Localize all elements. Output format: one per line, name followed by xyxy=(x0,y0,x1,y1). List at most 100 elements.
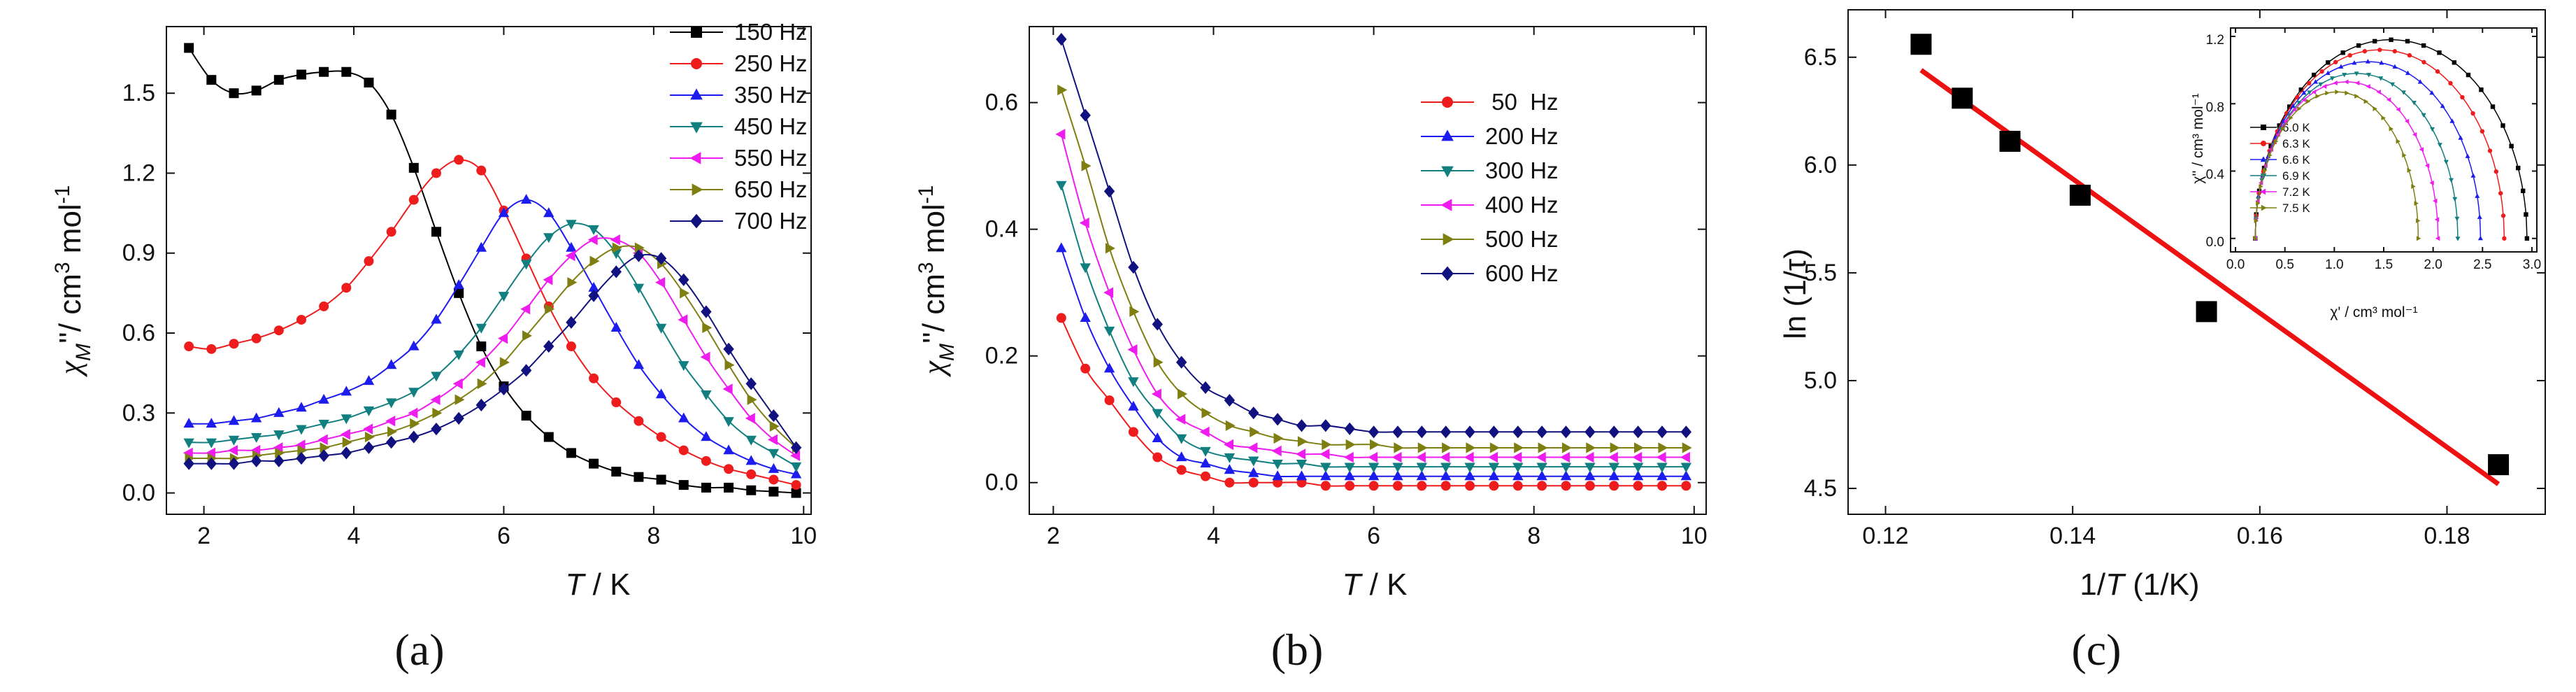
inset-data-point xyxy=(2477,214,2482,219)
a-data-point xyxy=(296,425,307,435)
b-y-axis-label: χM''/ cm3 mol-1 xyxy=(915,185,959,378)
inset-data-point xyxy=(2347,52,2352,58)
a-data-point xyxy=(680,288,690,299)
a-data-point xyxy=(700,351,710,362)
a-data-point xyxy=(183,418,194,428)
b-data-point xyxy=(1175,414,1186,425)
a-data-point xyxy=(341,66,352,77)
b-data-point xyxy=(1656,470,1668,481)
b-legend-label: 50 Hz xyxy=(1485,89,1559,115)
a-data-point xyxy=(633,283,645,294)
b-data-point xyxy=(1464,470,1475,481)
inset-data-point xyxy=(2435,236,2440,241)
a-data-point xyxy=(296,69,306,80)
a-data-point xyxy=(701,305,712,318)
a-y-tick-label: 0.9 xyxy=(122,240,155,267)
a-data-point xyxy=(251,85,262,96)
inset-data-point xyxy=(2326,60,2331,65)
b-data-point xyxy=(1175,355,1187,369)
b-data-point xyxy=(1272,470,1283,481)
a-panel-label: (a) xyxy=(394,625,444,675)
a-data-point xyxy=(678,314,688,325)
b-x-tick-label: 10 xyxy=(1681,523,1708,549)
a-data-point xyxy=(723,417,734,428)
b-y-tick-label: 0.2 xyxy=(985,343,1018,369)
b-data-point xyxy=(1296,419,1308,432)
b-data-point xyxy=(1560,425,1572,439)
a-data-point xyxy=(543,233,554,243)
inset-data-point xyxy=(2479,87,2484,92)
b-data-point xyxy=(1103,362,1115,373)
c-y-tick-label: 6.0 xyxy=(1804,152,1837,178)
a-data-point xyxy=(408,195,419,205)
b-data-point xyxy=(1536,451,1546,463)
b-data-point xyxy=(1680,451,1690,463)
a-data-point xyxy=(655,388,667,399)
a-x-tick-label: 6 xyxy=(497,523,510,549)
inset-data-point xyxy=(2433,198,2438,204)
b-legend-marker xyxy=(1441,166,1454,178)
a-data-point xyxy=(543,274,553,285)
inset-data-point xyxy=(2455,236,2461,241)
c-y-tick-label: 4.5 xyxy=(1804,475,1837,502)
b-data-point xyxy=(1416,470,1428,481)
inset-legend-label: 7.2 K xyxy=(2282,185,2310,199)
inset-data-point xyxy=(2470,173,2476,178)
inset-data-point xyxy=(2253,236,2259,241)
c-y-tick-label: 5.5 xyxy=(1804,260,1837,286)
c-x-tick-label: 0.18 xyxy=(2424,523,2470,549)
inset-data-point xyxy=(2500,213,2506,218)
a-legend-marker xyxy=(690,213,703,229)
a-data-point xyxy=(251,333,262,344)
b-data-point xyxy=(1561,481,1571,491)
b-data-point xyxy=(1127,344,1138,355)
a-data-point xyxy=(520,364,532,377)
inset-data-point xyxy=(2363,99,2369,104)
inset-y-axis-label: χ'' / cm³ mol⁻¹ xyxy=(2190,93,2206,183)
b-data-point xyxy=(1178,388,1188,400)
inset-data-point xyxy=(2477,235,2483,241)
b-x-tick-label: 2 xyxy=(1047,523,1060,549)
a-series-line xyxy=(189,245,797,460)
a-data-point xyxy=(363,441,375,454)
b-data-point xyxy=(1296,449,1306,460)
a-data-point xyxy=(522,330,533,341)
inset-data-point xyxy=(2297,106,2302,111)
b-data-point xyxy=(1417,481,1427,491)
inset-x-tick-label: 2.0 xyxy=(2424,257,2442,272)
b-data-point xyxy=(1464,451,1474,463)
b-data-point xyxy=(1368,481,1379,491)
inset-data-point xyxy=(2414,201,2419,206)
b-data-point xyxy=(1417,442,1428,453)
b-data-point xyxy=(1128,427,1138,437)
a-legend-label: 150 Hz xyxy=(734,19,808,45)
b-data-point xyxy=(1128,260,1139,274)
inset-legend-marker xyxy=(2261,141,2266,146)
b-data-point xyxy=(1610,442,1620,453)
c-panel-label: (c) xyxy=(2071,625,2121,675)
a-data-point xyxy=(566,241,577,252)
c-x-tick-label: 0.16 xyxy=(2237,523,2283,549)
b-series-2 xyxy=(1056,181,1692,473)
a-data-point xyxy=(610,265,622,278)
b-x-tick-label: 6 xyxy=(1367,523,1380,549)
inset-data-point xyxy=(2396,107,2400,113)
b-data-point xyxy=(1392,462,1403,473)
inset-series-line xyxy=(2254,91,2419,239)
inset-data-point xyxy=(2315,93,2320,99)
b-data-point xyxy=(1056,181,1067,191)
a-series-line xyxy=(189,159,796,486)
b-data-point xyxy=(1225,420,1236,431)
a-data-point xyxy=(364,77,374,87)
a-data-point xyxy=(498,292,510,302)
inset-data-point xyxy=(2412,132,2417,137)
a-legend-label: 650 Hz xyxy=(734,176,808,202)
a-data-point xyxy=(475,323,487,334)
a-data-point xyxy=(768,474,779,485)
inset-data-point xyxy=(2407,52,2412,58)
c-x-tick-label: 0.14 xyxy=(2049,523,2096,549)
a-data-point xyxy=(611,397,622,408)
inset-data-point xyxy=(2411,184,2416,190)
b-data-point xyxy=(1394,442,1404,453)
a-data-point xyxy=(184,43,194,53)
